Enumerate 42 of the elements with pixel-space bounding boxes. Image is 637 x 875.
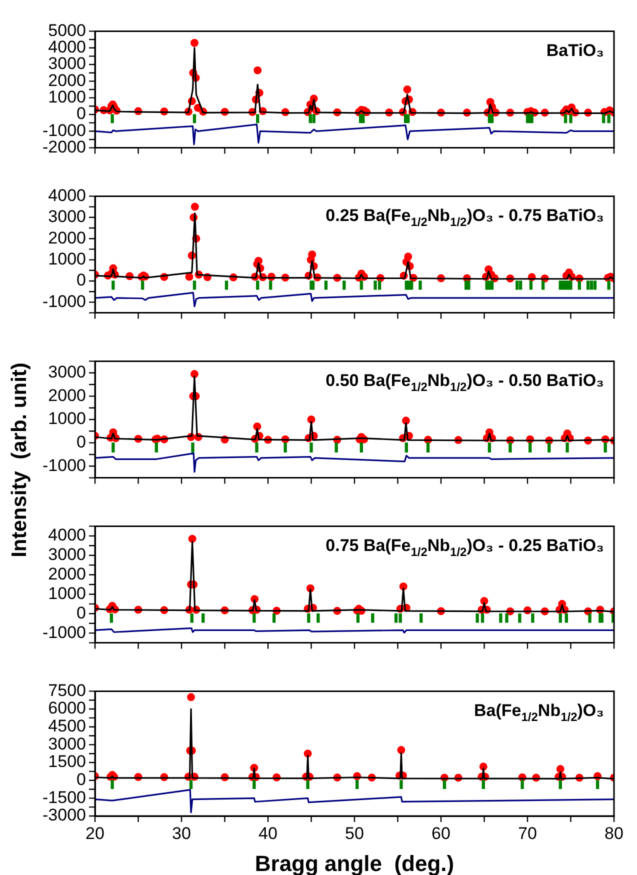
text: BaTiO₃ bbox=[546, 41, 604, 60]
y-tick-label: 1000 bbox=[48, 584, 86, 603]
x-tick-label: 20 bbox=[86, 824, 104, 843]
y-tick-label: 3000 bbox=[48, 734, 86, 754]
x-tick-label: 50 bbox=[345, 824, 364, 843]
y-tick-label: -3000 bbox=[42, 806, 86, 825]
y-tick-label: -1000 bbox=[42, 120, 86, 140]
y-tick-label: 4000 bbox=[48, 526, 86, 545]
y-tick-label: 2000 bbox=[48, 228, 86, 248]
y-tick-label: 0 bbox=[76, 270, 86, 290]
y-tick-label: 1000 bbox=[48, 249, 86, 268]
y-tick-label: 3000 bbox=[48, 362, 86, 382]
y-tick-label: 0 bbox=[76, 104, 86, 124]
y-tick-label: 3000 bbox=[48, 545, 86, 564]
y-tick-label: 1000 bbox=[48, 409, 86, 428]
y-tick-label: -2000 bbox=[42, 137, 86, 156]
y-tick-label: 4000 bbox=[48, 38, 86, 57]
y-tick-label: 2000 bbox=[48, 70, 86, 90]
y-tick-label: 1000 bbox=[48, 88, 86, 107]
y-axis-title: Intensity (arb. unit) bbox=[8, 362, 32, 558]
y-tick-label: 3000 bbox=[48, 54, 86, 74]
y-tick-label: 2000 bbox=[48, 564, 86, 584]
x-tick-label: 60 bbox=[432, 824, 450, 843]
y-tick-label: 4000 bbox=[48, 186, 86, 205]
y-tick-label: 5000 bbox=[48, 20, 86, 40]
y-tick-label: 4500 bbox=[48, 716, 86, 736]
x-tick-label: 80 bbox=[604, 824, 624, 843]
x-tick-label: 40 bbox=[258, 824, 278, 843]
y-tick-label: 0 bbox=[76, 432, 86, 452]
x-tick-label: 30 bbox=[172, 824, 191, 843]
y-tick-label: -1000 bbox=[42, 292, 86, 311]
y-tick-label: 2000 bbox=[48, 386, 86, 405]
y-tick-label: -1500 bbox=[42, 788, 86, 807]
y-tick-label: 7500 bbox=[48, 680, 86, 700]
x-tick-label: 70 bbox=[518, 824, 537, 843]
y-tick-label: 0 bbox=[76, 770, 86, 790]
y-tick-label: -1000 bbox=[42, 622, 86, 642]
y-tick-label: 3000 bbox=[48, 207, 86, 226]
y-tick-label: 0 bbox=[76, 603, 86, 622]
y-tick-label: 6000 bbox=[48, 698, 86, 718]
y-tick-label: -1000 bbox=[42, 456, 86, 475]
y-tick-label: 1500 bbox=[48, 752, 86, 772]
